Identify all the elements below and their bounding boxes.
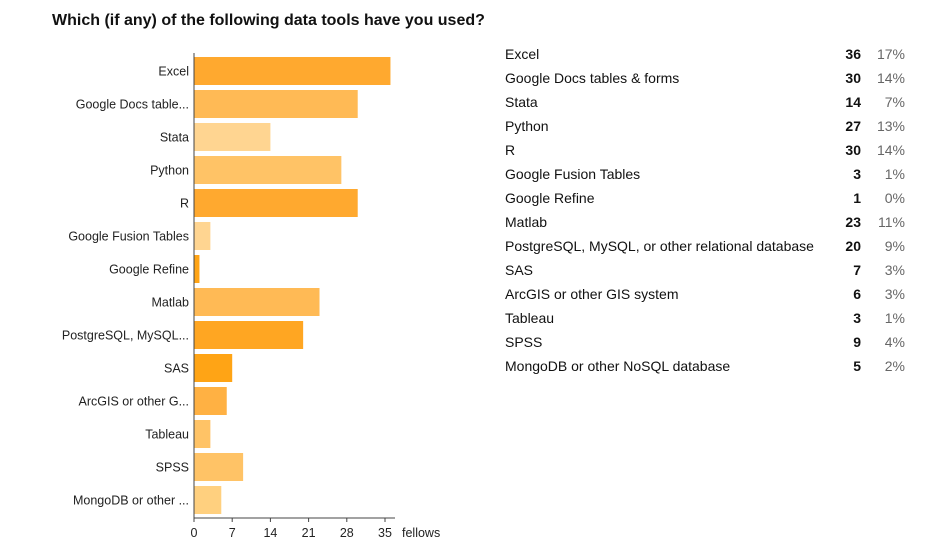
category-labels: Excel Google Docs table... Stata Python R Goo…	[62, 65, 189, 508]
category-label: ArcGIS or other G...	[79, 395, 189, 409]
bar-1[interactable]	[194, 90, 358, 118]
summary-row: Matlab 23 11%	[505, 210, 905, 234]
x-tick-label: 14	[263, 526, 277, 540]
bar-6[interactable]	[194, 255, 200, 283]
summary-percent: 14%	[876, 142, 905, 158]
summary-tool-name: ArcGIS or other GIS system	[505, 286, 679, 302]
summary-row: Python 27 13%	[505, 114, 905, 138]
category-label: Google Fusion Tables	[68, 230, 189, 244]
x-axis-unit: fellows	[402, 526, 440, 540]
summary-row: PostgreSQL, MySQL, or other relational d…	[505, 234, 905, 258]
x-tick-label: 0	[191, 526, 198, 540]
bar-10[interactable]	[194, 387, 227, 415]
summary-table: Excel 36 17% Google Docs tables & forms 30 14…	[505, 42, 905, 378]
bar-3[interactable]	[194, 156, 342, 184]
summary-count: 27	[845, 118, 861, 134]
summary-row: ArcGIS or other GIS system 6 3%	[505, 282, 905, 306]
summary-count: 6	[853, 286, 861, 302]
summary-count: 5	[853, 358, 861, 374]
x-tick-label: 28	[340, 526, 354, 540]
summary-row: MongoDB or other NoSQL database 5 2%	[505, 354, 905, 378]
category-label: Python	[150, 164, 189, 178]
category-label: R	[180, 197, 189, 211]
bar-7[interactable]	[194, 288, 320, 316]
x-tick-label: 35	[378, 526, 392, 540]
bar-9[interactable]	[194, 354, 233, 382]
summary-count: 3	[853, 166, 861, 182]
summary-row: SAS 7 3%	[505, 258, 905, 282]
summary-tool-name: R	[505, 142, 516, 158]
bar-0[interactable]	[194, 57, 391, 85]
summary-tool-name: Google Fusion Tables	[505, 166, 641, 182]
summary-percent: 9%	[884, 238, 905, 254]
summary-tool-name: Python	[505, 118, 549, 134]
summary-row: SPSS 9 4%	[505, 330, 905, 354]
summary-tool-name: MongoDB or other NoSQL database	[505, 358, 731, 374]
summary-tool-name: Tableau	[505, 310, 555, 326]
summary-percent: 13%	[876, 118, 905, 134]
bar-13[interactable]	[194, 486, 222, 514]
chart-title: Which (if any) of the following data too…	[52, 12, 485, 29]
category-label: SPSS	[156, 461, 189, 475]
summary-percent: 2%	[884, 358, 905, 374]
summary-row: Google Refine 1 0%	[505, 186, 905, 210]
summary-percent: 7%	[884, 94, 905, 110]
category-label: Matlab	[151, 296, 189, 310]
summary-tool-name: Google Docs tables & forms	[505, 70, 680, 86]
bar-4[interactable]	[194, 189, 358, 217]
x-tick-label: 21	[302, 526, 316, 540]
summary-percent: 3%	[884, 262, 905, 278]
category-label: MongoDB or other ...	[73, 494, 189, 508]
bar-11[interactable]	[194, 420, 211, 448]
summary-row: Google Fusion Tables 3 1%	[505, 162, 905, 186]
bars-layer	[194, 57, 391, 514]
summary-row: Stata 14 7%	[505, 90, 905, 114]
summary-row: Google Docs tables & forms 30 14%	[505, 66, 905, 90]
category-label: PostgreSQL, MySQL...	[62, 329, 189, 343]
summary-tool-name: Google Refine	[505, 190, 595, 206]
summary-tool-name: PostgreSQL, MySQL, or other relational d…	[505, 238, 814, 254]
summary-row: Tableau 3 1%	[505, 306, 905, 330]
summary-tool-name: SAS	[505, 262, 534, 278]
x-tick-label: 7	[229, 526, 236, 540]
x-axis: 0 7 14 21 28 35 fellows	[191, 53, 440, 540]
summary-count: 30	[845, 70, 861, 86]
summary-count: 20	[845, 238, 861, 254]
summary-percent: 3%	[884, 286, 905, 302]
summary-percent: 14%	[876, 70, 905, 86]
summary-percent: 0%	[884, 190, 905, 206]
summary-tool-name: Stata	[505, 94, 538, 110]
summary-percent: 4%	[884, 334, 905, 350]
bar-5[interactable]	[194, 222, 211, 250]
summary-count: 14	[845, 94, 861, 110]
summary-count: 36	[845, 46, 861, 62]
summary-percent: 1%	[884, 166, 905, 182]
category-label: Stata	[160, 131, 189, 145]
summary-count: 1	[853, 190, 861, 206]
summary-percent: 11%	[878, 214, 905, 230]
category-label: Excel	[158, 65, 189, 79]
summary-percent: 1%	[884, 310, 905, 326]
category-label: Tableau	[145, 428, 189, 442]
summary-count: 30	[845, 142, 861, 158]
category-label: Google Refine	[109, 263, 189, 277]
summary-percent: 17%	[876, 46, 905, 62]
category-label: Google Docs table...	[76, 98, 189, 112]
summary-tool-name: SPSS	[505, 334, 543, 350]
summary-tool-name: Matlab	[505, 214, 548, 230]
bar-12[interactable]	[194, 453, 244, 481]
summary-tool-name: Excel	[505, 46, 540, 62]
summary-count: 7	[853, 262, 861, 278]
bar-2[interactable]	[194, 123, 271, 151]
summary-count: 3	[853, 310, 861, 326]
summary-count: 23	[845, 214, 861, 230]
category-label: SAS	[164, 362, 189, 376]
summary-row: Excel 36 17%	[505, 42, 905, 66]
summary-row: R 30 14%	[505, 138, 905, 162]
bar-8[interactable]	[194, 321, 304, 349]
summary-count: 9	[853, 334, 861, 350]
